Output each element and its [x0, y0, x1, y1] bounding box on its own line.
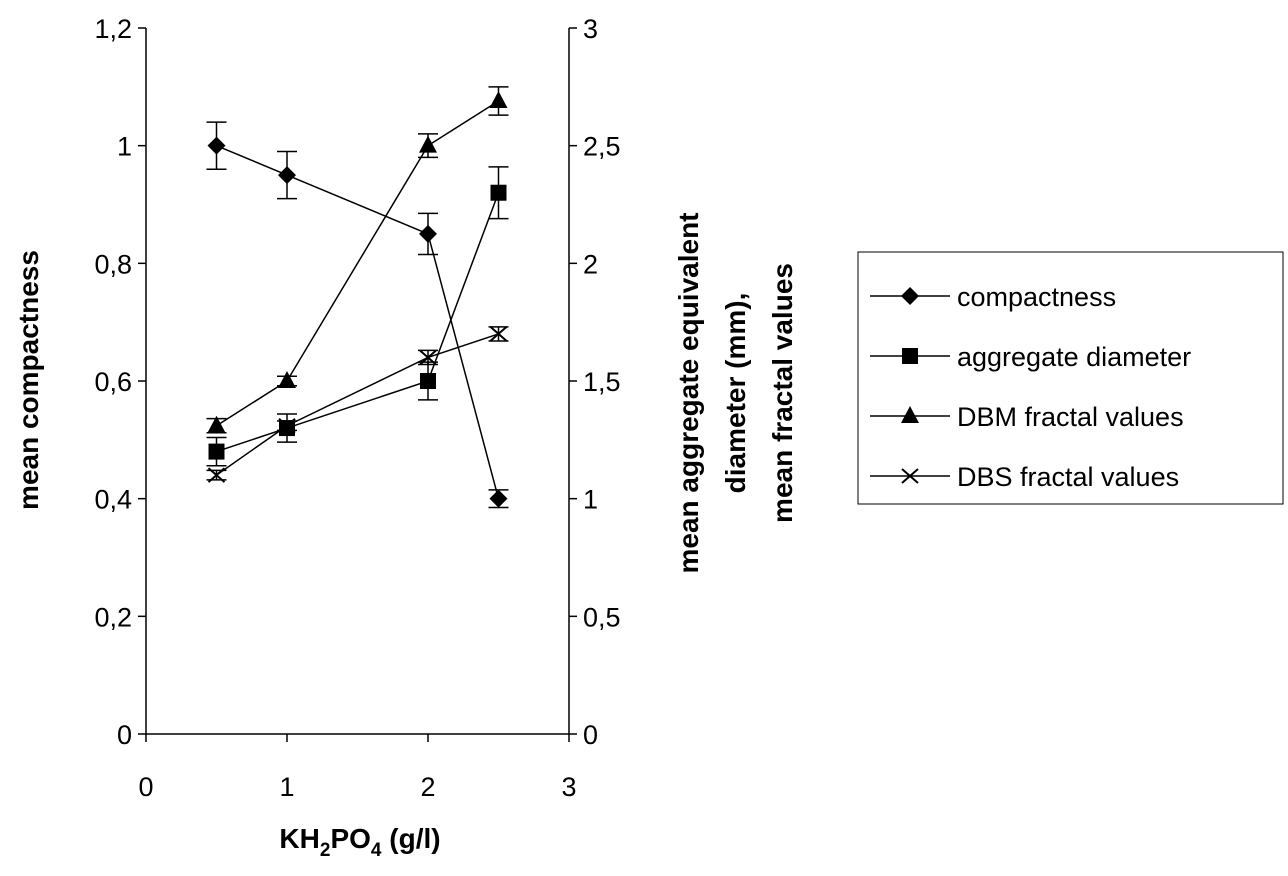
data-point — [489, 326, 508, 342]
y-right-tick-label: 0 — [583, 720, 598, 750]
y-right-tick-label: 3 — [583, 14, 598, 44]
legend-label: DBM fractal values — [957, 402, 1184, 432]
y-left-tick-label: 0,6 — [94, 367, 132, 397]
y-right-tick-label: 1,5 — [583, 367, 621, 397]
y-right-tick-label: 0,5 — [583, 602, 621, 632]
legend-label: aggregate diameter — [957, 342, 1191, 372]
legend-item: DBM fractal values — [870, 402, 1184, 432]
x-tick-label: 3 — [561, 772, 576, 802]
x-tick-label: 0 — [138, 772, 153, 802]
data-point — [207, 467, 226, 483]
data-point — [490, 184, 507, 201]
y-right-title-line-2: diameter (mm), — [720, 293, 751, 494]
data-point — [419, 349, 437, 366]
data-point — [278, 417, 296, 434]
x-tick-label: 1 — [279, 772, 294, 802]
series-line — [216, 333, 499, 476]
legend-item: DBS fractal values — [870, 462, 1179, 492]
data-point — [278, 166, 296, 185]
y-right-tick-label: 2,5 — [583, 132, 621, 162]
y-left-tick-label: 1,2 — [94, 14, 132, 44]
y-left-tick-label: 1 — [117, 132, 132, 162]
data-point — [419, 224, 437, 243]
y-right-title-line-3: mean fractal values — [767, 263, 798, 523]
legend-marker — [901, 287, 919, 305]
legend-marker — [901, 406, 919, 423]
y-left-tick-label: 0,8 — [94, 249, 132, 279]
y-right-title-line-1: mean aggregate equivalent — [673, 212, 704, 573]
y-left-axis-title: mean compactness — [13, 250, 44, 510]
legend: compactness aggregate diameter DBM fractal… — [857, 251, 1284, 505]
y-left-tick-label: 0 — [117, 720, 132, 750]
data-point — [207, 415, 226, 433]
tick-labels: 00,20,40,60,811,200,511,522,530 1 2 3 — [94, 14, 620, 802]
legend-item: compactness — [870, 282, 1116, 312]
legend-item: aggregate diameter — [870, 342, 1191, 372]
x-tick-label: 2 — [420, 772, 435, 802]
y-right-tick-label: 1 — [583, 485, 598, 515]
series-x — [206, 326, 509, 483]
x-axis-title: KH2PO4 (g/l) — [279, 823, 440, 861]
legend-label: DBS fractal values — [957, 462, 1179, 492]
legend-marker — [901, 468, 919, 484]
series-diamond — [206, 121, 509, 509]
series-line — [216, 192, 500, 453]
series-line — [216, 100, 499, 427]
series-square — [206, 166, 509, 467]
y-right-tick-label: 2 — [583, 249, 598, 279]
axes — [138, 27, 577, 742]
y-right-axis-title: mean aggregate equivalent diameter (mm),… — [673, 212, 798, 573]
series-triangle — [206, 86, 509, 434]
data-point — [419, 135, 437, 153]
series-group — [206, 86, 509, 509]
data-point — [420, 373, 436, 389]
y-left-tick-label: 0,4 — [94, 485, 132, 515]
y-left-tick-label: 0,2 — [94, 602, 132, 632]
legend-marker — [902, 348, 918, 364]
data-point — [489, 489, 508, 508]
series-line — [216, 144, 500, 499]
legend-items: compactness aggregate diameter DBM fractal… — [870, 282, 1191, 492]
data-point — [489, 90, 508, 108]
data-point — [208, 443, 225, 460]
legend-label: compactness — [957, 282, 1116, 312]
legend-box — [857, 251, 1284, 505]
data-point — [207, 136, 226, 155]
data-point — [278, 371, 296, 388]
